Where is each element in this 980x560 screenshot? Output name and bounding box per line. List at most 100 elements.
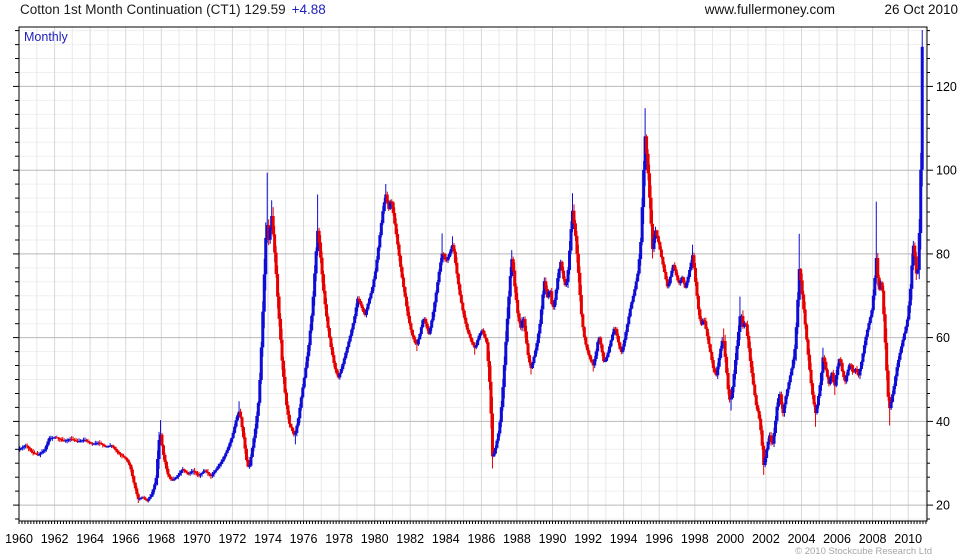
candle-body[interactable]: [676, 275, 680, 281]
candle-body[interactable]: [379, 223, 383, 236]
candle-body[interactable]: [560, 261, 564, 271]
candle-body[interactable]: [504, 341, 508, 365]
candle-body[interactable]: [439, 262, 443, 272]
candle-body[interactable]: [459, 294, 463, 303]
candle-body[interactable]: [419, 327, 423, 334]
candle-body[interactable]: [339, 369, 343, 374]
candle-body[interactable]: [142, 497, 146, 499]
candle-body[interactable]: [806, 339, 810, 355]
candle-body[interactable]: [708, 344, 712, 352]
candle-body[interactable]: [144, 498, 148, 500]
candle-body[interactable]: [840, 362, 844, 372]
candle-body[interactable]: [468, 333, 472, 339]
candle-body[interactable]: [135, 488, 139, 495]
candle-body[interactable]: [572, 210, 576, 224]
candle-body[interactable]: [132, 476, 136, 483]
candle-body[interactable]: [302, 377, 306, 388]
candle-body[interactable]: [406, 306, 410, 316]
candle-body[interactable]: [661, 257, 665, 265]
candle-body[interactable]: [163, 454, 167, 462]
candle-body[interactable]: [130, 469, 134, 477]
candle-body[interactable]: [753, 384, 757, 396]
candle-body[interactable]: [27, 446, 31, 449]
candle-body[interactable]: [213, 470, 217, 473]
candle-body[interactable]: [58, 438, 62, 440]
candle-body[interactable]: [634, 281, 638, 290]
candle-body[interactable]: [304, 367, 308, 378]
candle-body[interactable]: [138, 498, 142, 500]
candle-body[interactable]: [280, 339, 284, 361]
candle-body[interactable]: [111, 445, 115, 448]
candle-body[interactable]: [403, 287, 407, 297]
candle-body[interactable]: [587, 350, 591, 356]
candle-body[interactable]: [738, 316, 742, 332]
candle-body[interactable]: [179, 471, 183, 474]
candle-body[interactable]: [121, 455, 125, 457]
candle-body[interactable]: [44, 445, 48, 450]
candle-body[interactable]: [489, 381, 493, 414]
candle-body[interactable]: [662, 264, 666, 273]
candle-body[interactable]: [750, 361, 754, 373]
candle-body[interactable]: [22, 446, 26, 448]
candle-body[interactable]: [409, 323, 413, 330]
candle-body[interactable]: [631, 295, 635, 302]
candle-body[interactable]: [556, 278, 560, 290]
candle-body[interactable]: [154, 478, 158, 485]
candle-body[interactable]: [390, 201, 394, 203]
candle-body[interactable]: [284, 392, 288, 406]
candle-body[interactable]: [271, 216, 275, 235]
candle-body[interactable]: [360, 304, 364, 309]
candle-body[interactable]: [816, 396, 820, 406]
candle-body[interactable]: [233, 426, 237, 433]
candle-body[interactable]: [894, 376, 898, 387]
candle-body[interactable]: [190, 471, 194, 473]
candle-body[interactable]: [200, 472, 204, 475]
candle-body[interactable]: [682, 277, 686, 283]
candle-body[interactable]: [101, 444, 105, 445]
candle-body[interactable]: [914, 256, 918, 274]
candle-body[interactable]: [713, 368, 717, 373]
candle-body[interactable]: [345, 347, 349, 353]
candle-body[interactable]: [87, 441, 91, 443]
candle-body[interactable]: [821, 357, 825, 373]
candle-body[interactable]: [701, 319, 705, 325]
candle-body[interactable]: [485, 338, 489, 343]
candle-body[interactable]: [693, 267, 697, 282]
candle-body[interactable]: [822, 357, 826, 362]
candle-body[interactable]: [342, 358, 346, 364]
candle-body[interactable]: [412, 335, 416, 340]
candle-body[interactable]: [199, 474, 203, 476]
candle-body[interactable]: [593, 359, 597, 366]
candle-body[interactable]: [212, 472, 216, 475]
candle-body[interactable]: [113, 447, 117, 449]
candle-body[interactable]: [182, 469, 186, 471]
candle-body[interactable]: [332, 355, 336, 363]
candle-body[interactable]: [38, 453, 42, 455]
candle-body[interactable]: [511, 259, 515, 271]
candle-body[interactable]: [333, 363, 337, 370]
candle-body[interactable]: [317, 230, 321, 243]
candle-body[interactable]: [286, 405, 290, 415]
candle-body[interactable]: [849, 364, 853, 366]
candle-body[interactable]: [18, 449, 22, 451]
candle-body[interactable]: [89, 442, 93, 444]
candle-body[interactable]: [673, 265, 677, 270]
candle-body[interactable]: [618, 342, 622, 350]
candle-body[interactable]: [43, 449, 47, 451]
candle-body[interactable]: [859, 361, 863, 369]
candle-body[interactable]: [21, 447, 25, 449]
candle-body[interactable]: [493, 447, 497, 454]
candle-body[interactable]: [920, 46, 924, 170]
candle-body[interactable]: [124, 457, 128, 460]
candle-body[interactable]: [615, 329, 619, 336]
candle-body[interactable]: [575, 235, 579, 254]
candle-body[interactable]: [330, 347, 334, 356]
candle-body[interactable]: [437, 271, 441, 283]
candle-body[interactable]: [871, 295, 875, 311]
candle-body[interactable]: [794, 327, 798, 350]
candle-body[interactable]: [725, 356, 729, 373]
candle-body[interactable]: [762, 445, 766, 465]
candle-body[interactable]: [234, 420, 238, 427]
candle-body[interactable]: [216, 466, 220, 469]
candle-body[interactable]: [322, 274, 326, 291]
